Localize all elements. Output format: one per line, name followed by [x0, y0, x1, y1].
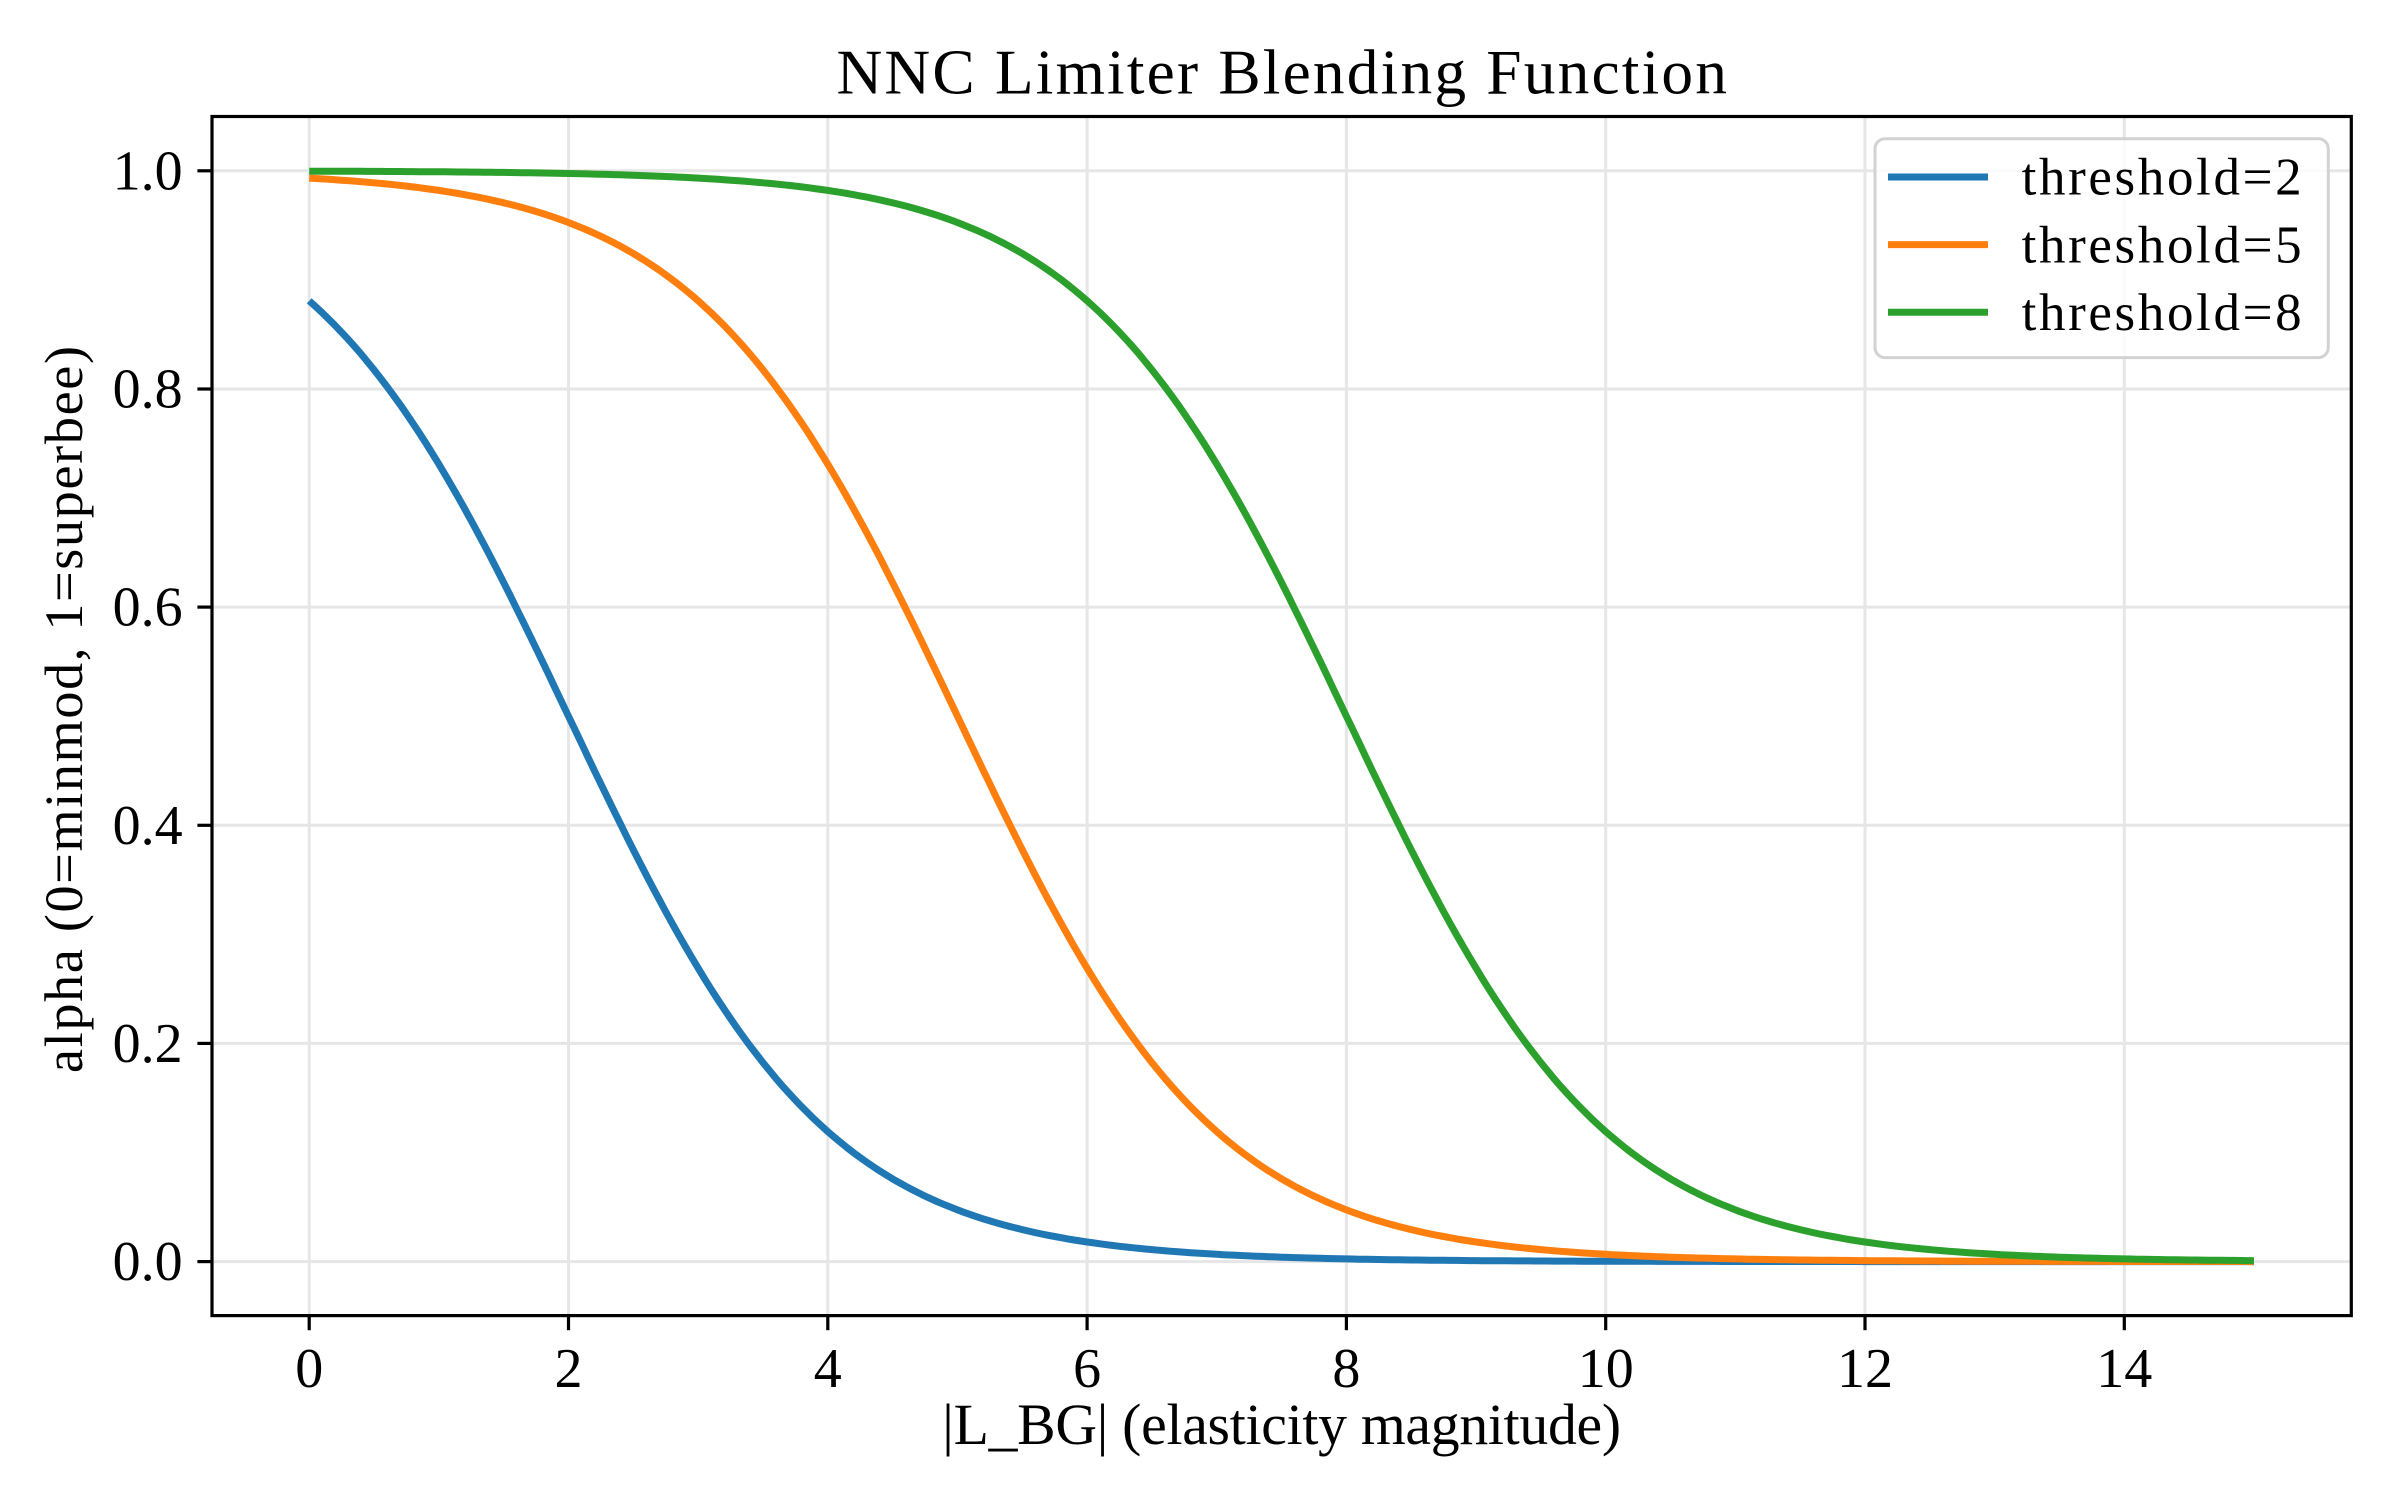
- svg-text:threshold=2: threshold=2: [2022, 149, 2302, 207]
- svg-text:threshold=5: threshold=5: [2022, 216, 2302, 274]
- svg-text:2: 2: [555, 1338, 583, 1400]
- svg-text:12: 12: [1837, 1338, 1893, 1400]
- svg-text:NNC Limiter Blending Function: NNC Limiter Blending Function: [836, 38, 1727, 108]
- svg-text:6: 6: [1073, 1338, 1101, 1400]
- svg-text:threshold=8: threshold=8: [2022, 284, 2302, 342]
- svg-text:1.0: 1.0: [113, 140, 183, 202]
- svg-text:4: 4: [814, 1338, 842, 1400]
- svg-text:14: 14: [2096, 1338, 2152, 1400]
- svg-text:0.0: 0.0: [113, 1231, 183, 1293]
- svg-text:8: 8: [1332, 1338, 1360, 1400]
- svg-text:0.6: 0.6: [113, 577, 183, 639]
- svg-text:10: 10: [1578, 1338, 1634, 1400]
- svg-text:0.2: 0.2: [113, 1013, 183, 1075]
- svg-text:0.8: 0.8: [113, 359, 183, 421]
- svg-text:|L_BG| (elasticity magnitude): |L_BG| (elasticity magnitude): [942, 1394, 1621, 1457]
- svg-text:alpha (0=minmod, 1=superbee): alpha (0=minmod, 1=superbee): [34, 346, 94, 1073]
- svg-text:0.4: 0.4: [113, 795, 183, 857]
- svg-text:0: 0: [295, 1338, 323, 1400]
